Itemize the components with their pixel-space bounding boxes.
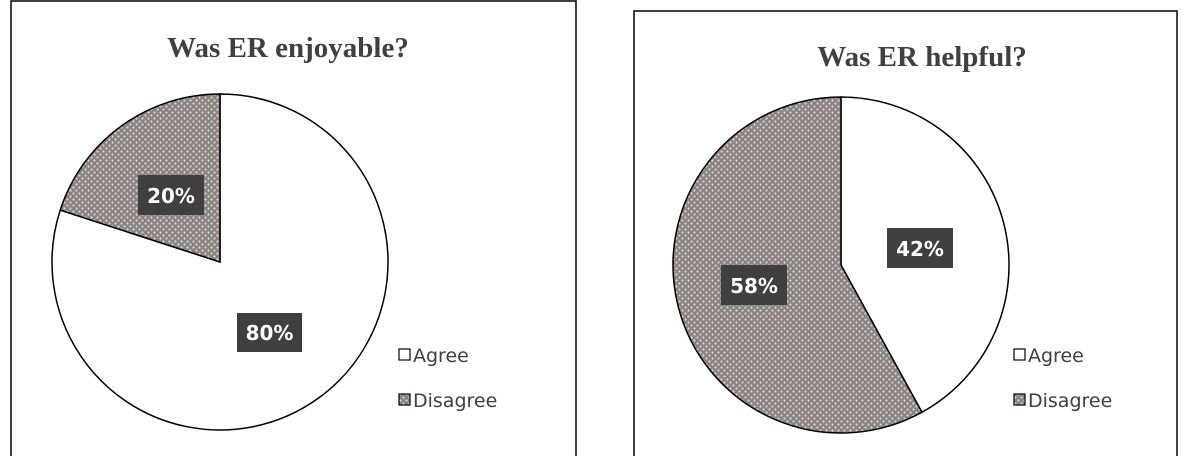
legend-label-agree: Agree [413,345,469,367]
pie-slices [51,93,389,431]
legend-swatch-agree [1013,348,1026,361]
legend: Agree Disagree [398,345,497,412]
data-label-agree-text: 42% [896,237,944,261]
data-label-disagree-text: 58% [730,274,778,298]
legend-label-agree: Agree [1028,345,1084,367]
chart-panel-helpful: Was ER helpful? 42% 58% Agree Disagree [600,0,1182,456]
pie-chart-helpful: Was ER helpful? 42% 58% Agree Disagree [633,10,1178,456]
chart-panel-enjoyable: Was ER enjoyable? 80% 20% Agree Disagree [0,0,580,456]
data-label-agree-text: 80% [246,321,294,345]
pie-slice-disagree [672,96,923,434]
data-label-disagree: 58% [721,265,787,305]
chart-title: Was ER enjoyable? [167,32,409,64]
pie-slice-agree [51,93,389,431]
data-label-agree: 80% [237,313,302,352]
legend-swatch-disagree [398,393,411,406]
chart-frame [10,0,577,456]
legend-label-disagree: Disagree [1028,390,1112,412]
chart-frame [633,10,1178,456]
legend-label-disagree: Disagree [413,390,497,412]
legend: Agree Disagree [1013,345,1112,412]
data-label-disagree-text: 20% [147,184,195,208]
legend-swatch-disagree [1013,393,1026,406]
data-label-disagree: 20% [138,175,204,215]
pie-chart-enjoyable: Was ER enjoyable? 80% 20% Agree Disagree [10,0,577,456]
legend-swatch-agree [398,348,411,361]
chart-title: Was ER helpful? [817,41,1027,73]
data-label-agree: 42% [887,228,953,268]
